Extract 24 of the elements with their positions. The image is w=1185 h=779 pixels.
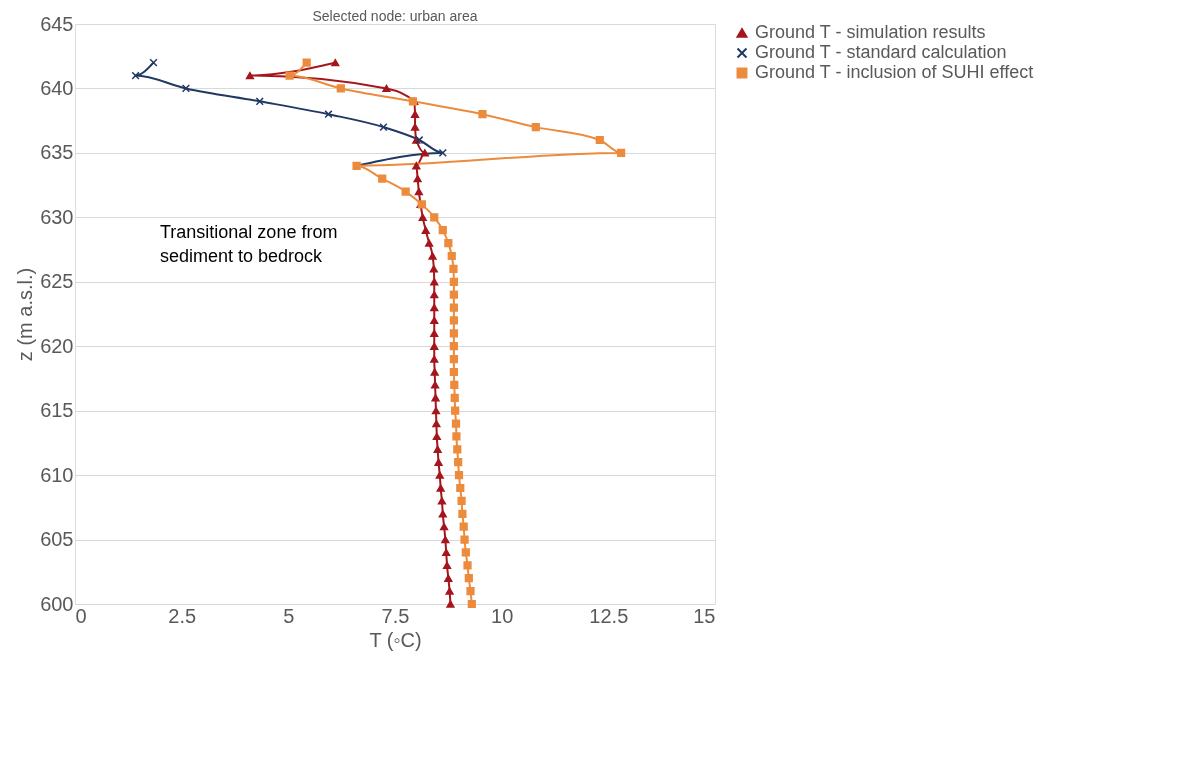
legend-label: Ground T - simulation results [755, 22, 986, 42]
x-tick-label: 0 [75, 604, 87, 627]
y-tick-label: 645 [40, 12, 74, 35]
y-tick-label: 640 [40, 76, 74, 99]
y-tick-label: 615 [40, 399, 74, 422]
y-tick-label: 630 [40, 205, 74, 228]
x-axis-title: T (◦C) [369, 628, 422, 651]
chart-title: Selected node: urban area [312, 8, 478, 24]
y-tick-label: 635 [40, 141, 74, 164]
y-tick-label: 600 [40, 592, 74, 615]
legend-label: Ground T - inclusion of SUHI effect [755, 62, 1034, 82]
x-tick-label: 15 [693, 604, 716, 627]
x-tick-label: 2.5 [168, 604, 197, 627]
x-tick-label: 5 [283, 604, 295, 627]
y-axis-title: z (m a.s.l.) [14, 267, 37, 362]
y-tick-label: 625 [40, 270, 74, 293]
x-tick-label: 7.5 [381, 604, 410, 627]
y-tick-label: 605 [40, 528, 74, 551]
x-tick-label: 10 [491, 604, 514, 627]
y-tick-label: 610 [40, 463, 74, 486]
legend-label: Ground T - standard calculation [755, 42, 1007, 62]
annotation: Transitional zone from sediment to bedrock [160, 222, 338, 266]
y-tick-label: 620 [40, 334, 74, 357]
x-tick-label: 12.5 [589, 604, 629, 627]
